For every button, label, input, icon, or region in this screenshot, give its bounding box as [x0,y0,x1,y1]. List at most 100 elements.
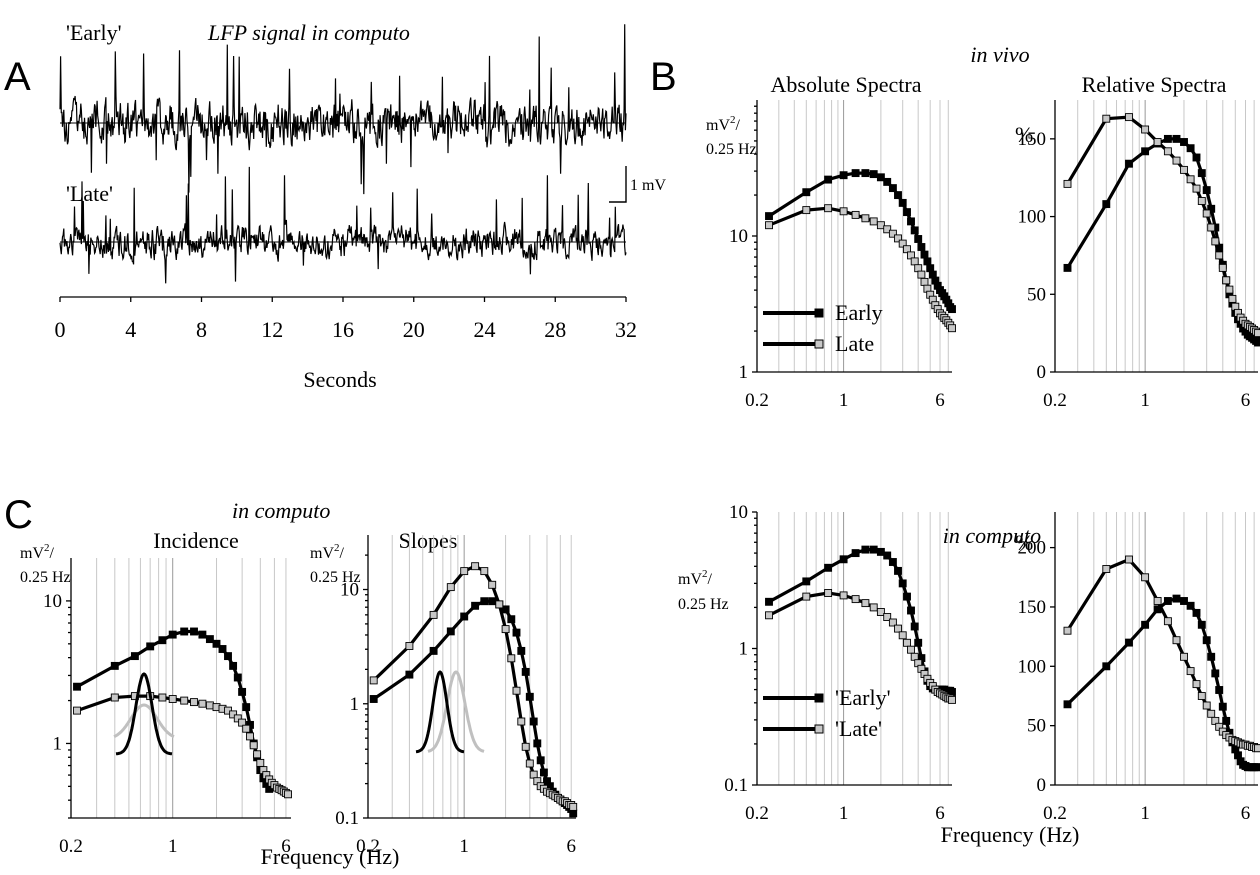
data-point-late [869,603,878,612]
y-tick-label: 200 [1018,538,1047,559]
data-point-late [205,701,214,710]
data-point-late [501,625,510,634]
data-point-late [1222,276,1231,285]
data-point-early [910,226,919,235]
time-tick-label: 16 [332,317,354,342]
data-point-early [224,652,232,661]
data-point-early [369,695,378,703]
data-point-early [839,171,848,180]
data-point-late [839,207,848,216]
data-point-late [910,257,919,266]
data-point-late [1186,667,1195,676]
data-point-early [1172,134,1181,143]
data-point-late [1172,156,1181,165]
y-tick-label: 0 [1037,362,1047,383]
c-inc-unit-denominator: 0.25 Hz [20,569,71,586]
time-tick-label: 0 [55,317,66,342]
x-tick-label: 1 [459,836,469,857]
data-point-early [525,692,534,701]
data-point-late [1141,573,1150,582]
b-legend-late-label: Late [835,331,874,356]
data-point-early [765,212,773,221]
absolute-spectra-title: Absolute Spectra [771,72,922,97]
data-point-early [1192,608,1201,617]
data-point-late [429,610,438,619]
time-tick-label: 28 [544,317,566,342]
data-point-early [869,545,878,554]
panel-letter-a: A [4,55,31,99]
y-tick-label: 150 [1018,597,1047,618]
data-point-early [917,243,926,251]
y-tick-label: 0.1 [335,808,359,829]
data-point-early [1163,134,1172,143]
data-point-late [1063,626,1072,635]
data-point-early [920,250,929,259]
y-tick-label: 50 [1027,284,1046,305]
data-point-late [824,589,833,597]
c-in-computo-label: in computo [232,498,330,523]
incidence-distribution-inset [113,672,175,756]
x-tick-label: 6 [1241,803,1251,824]
br-legend-early-marker [814,693,824,703]
data-point-late [1125,113,1133,122]
data-point-late [168,695,177,703]
x-tick-label: 0.2 [1043,803,1067,824]
early-lfp-trace [59,24,627,195]
y-tick-label: 1 [350,694,360,715]
data-point-late [1102,114,1111,123]
data-point-late [888,229,897,238]
data-point-early [1218,702,1227,711]
data-point-early [802,577,811,586]
data-point-late [446,583,455,592]
data-point-early [1125,159,1133,168]
data-point-late [903,638,911,647]
data-point-late [158,693,167,702]
data-point-early [1222,716,1231,725]
data-point-early [869,170,878,179]
data-point-early [512,628,521,637]
chart-b-relative-spectra: 0 50 100 150 0.2 1 6 [1018,100,1260,411]
data-point-early [233,673,242,682]
data-point-late [1141,125,1150,134]
data-point-early [446,627,455,636]
data-point-early [903,208,911,217]
data-point-late [517,717,526,726]
data-point-late [495,600,504,609]
data-point-early [907,217,915,226]
data-point-early [876,173,885,182]
data-point-late [802,592,811,601]
data-point-early [914,638,923,647]
br-legend-late-label: 'Late' [835,716,882,741]
data-point-early [914,235,923,243]
y-tick-label: 1 [53,733,63,754]
data-point-late [903,245,911,254]
data-point-late [249,741,258,750]
y-tick-label: 1 [739,639,749,660]
x-tick-label: 1 [168,836,178,857]
panel-letter-b: B [650,55,677,99]
time-tick-label: 4 [125,317,136,342]
data-point-late [1254,744,1260,753]
data-point-early [1254,338,1260,347]
data-point-late [471,562,480,571]
b-legend: Early Late [763,300,883,356]
data-point-early [198,630,207,639]
early-trace-label: 'Early' [66,20,122,45]
incidence-inset-late-curve [113,703,175,738]
chart-computo-absolute: 0.1 1 10 0.2 1 6 [724,502,956,824]
data-point-early [765,597,773,606]
data-point-early [883,551,892,560]
data-point-early [1063,700,1072,709]
data-point-early [158,636,167,645]
data-point-late [1153,138,1162,146]
data-point-late [910,652,919,661]
data-point-late [824,204,833,213]
data-point-early [229,661,238,670]
data-point-late [521,742,530,751]
chart-b-absolute-spectra: 1 10 0.2 1 6 [729,100,956,411]
data-point-late [765,221,773,230]
data-point-early [110,661,119,670]
slopes-title: Slopes [399,528,458,553]
voltage-scale-label: 1 mV [630,177,666,194]
